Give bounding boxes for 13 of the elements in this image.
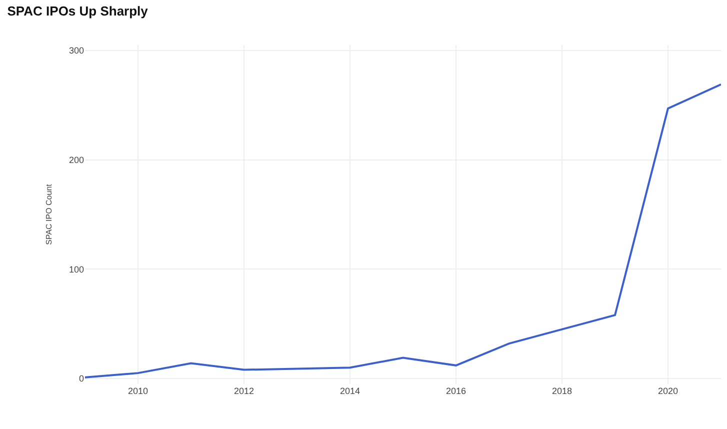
- y-axis-title: SPAC IPO Count: [44, 183, 54, 245]
- y-tick-label: 300: [68, 46, 84, 56]
- y-tick-label: 200: [68, 154, 84, 165]
- x-tick-label: 2020: [658, 386, 678, 396]
- y-tick-label: 100: [68, 264, 84, 274]
- x-tick-label: 2010: [128, 386, 148, 396]
- line-series: [85, 83, 721, 378]
- x-tick-label: 2016: [446, 386, 466, 396]
- chart-title: SPAC IPOs Up Sharply: [7, 4, 149, 19]
- x-tick-label: 2012: [234, 386, 254, 396]
- y-tick-label: 0: [78, 374, 84, 384]
- x-tick-label: 2014: [340, 386, 360, 396]
- x-tick-label: 2018: [552, 386, 572, 396]
